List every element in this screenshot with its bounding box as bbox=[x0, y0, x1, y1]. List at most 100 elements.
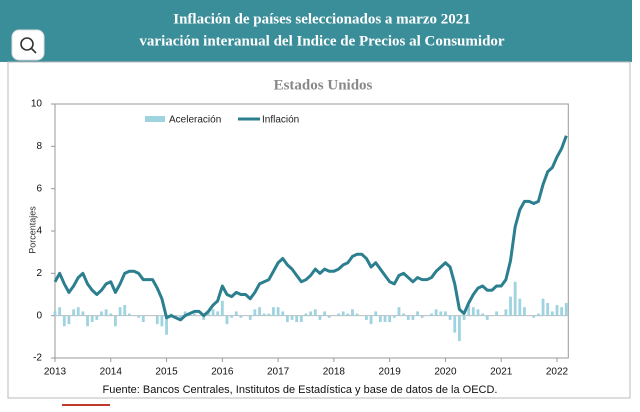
bar bbox=[365, 315, 368, 320]
bar bbox=[53, 311, 57, 316]
y-tick-label: 10 bbox=[31, 99, 43, 110]
bar bbox=[155, 315, 159, 325]
source-note: Fuente: Bancos Centrales, Institutos de … bbox=[103, 384, 498, 396]
bar bbox=[560, 307, 564, 316]
header-band bbox=[0, 0, 632, 62]
chart-frame bbox=[7, 61, 631, 399]
bar bbox=[193, 313, 196, 316]
x-tick-label: 2016 bbox=[211, 367, 234, 378]
bar bbox=[555, 305, 559, 316]
bar bbox=[202, 315, 206, 320]
bar bbox=[295, 315, 299, 323]
bar bbox=[546, 302, 550, 316]
bar bbox=[183, 311, 187, 316]
x-tick-label: 2019 bbox=[379, 367, 402, 378]
legend-label: Inflación bbox=[262, 115, 299, 126]
bar bbox=[388, 315, 392, 323]
bar bbox=[179, 315, 182, 318]
bar bbox=[104, 309, 108, 316]
bar bbox=[253, 309, 257, 316]
bar bbox=[220, 300, 224, 316]
bar bbox=[248, 315, 252, 320]
bar bbox=[453, 315, 457, 333]
bar bbox=[341, 311, 345, 316]
bar bbox=[90, 315, 94, 323]
bar bbox=[523, 307, 526, 316]
y-tick-label: -2 bbox=[33, 353, 42, 364]
bar bbox=[541, 298, 545, 316]
bar bbox=[62, 315, 66, 327]
bar bbox=[374, 311, 378, 316]
bar bbox=[471, 307, 475, 316]
bar bbox=[100, 311, 103, 316]
bar bbox=[286, 315, 289, 323]
x-tick-label: 2015 bbox=[155, 367, 178, 378]
bar bbox=[550, 311, 554, 316]
bar bbox=[434, 309, 438, 316]
bar bbox=[504, 309, 508, 316]
search-button[interactable] bbox=[11, 29, 45, 61]
bar bbox=[72, 309, 75, 316]
bar bbox=[485, 315, 489, 320]
bar bbox=[369, 315, 373, 325]
bar bbox=[299, 315, 303, 323]
bar bbox=[230, 315, 234, 318]
bar bbox=[402, 313, 406, 316]
bar bbox=[327, 315, 331, 318]
legend-label: Aceleración bbox=[169, 115, 221, 126]
bar bbox=[448, 315, 452, 320]
x-tick-label: 2022 bbox=[546, 367, 569, 378]
x-tick-label: 2020 bbox=[434, 367, 457, 378]
bar bbox=[81, 311, 85, 316]
x-tick-label: 2017 bbox=[267, 367, 290, 378]
x-tick-label: 2021 bbox=[490, 367, 513, 378]
bar bbox=[67, 315, 71, 325]
bar bbox=[216, 311, 220, 316]
bar bbox=[239, 315, 243, 318]
bar bbox=[323, 311, 326, 316]
bar bbox=[137, 315, 141, 318]
bar bbox=[86, 315, 89, 327]
bar bbox=[509, 296, 512, 316]
bar bbox=[267, 313, 271, 316]
bar bbox=[346, 313, 350, 316]
line bbox=[53, 135, 568, 322]
x-tick-label: 2018 bbox=[323, 367, 346, 378]
bar bbox=[123, 305, 127, 316]
y-tick-label: 2 bbox=[36, 268, 42, 279]
y-tick-label: 0 bbox=[36, 310, 42, 321]
bar bbox=[430, 313, 433, 316]
bar bbox=[392, 315, 396, 318]
bar bbox=[109, 313, 113, 316]
header-subtitle: variación interanual del Indice de Preci… bbox=[139, 33, 504, 49]
bar bbox=[206, 311, 210, 316]
bar bbox=[416, 311, 419, 316]
bar bbox=[309, 311, 313, 316]
bar bbox=[313, 309, 317, 316]
x-tick-label: 2014 bbox=[100, 367, 123, 378]
bar bbox=[160, 315, 164, 327]
bar bbox=[127, 313, 131, 316]
y-axis-label: Porcentajes bbox=[27, 206, 37, 254]
bar bbox=[457, 315, 461, 342]
legend-swatch bbox=[145, 116, 165, 122]
bar bbox=[537, 313, 540, 316]
bar bbox=[318, 315, 322, 320]
bar bbox=[564, 302, 568, 316]
bar bbox=[513, 281, 517, 316]
y-tick-label: 6 bbox=[36, 183, 42, 194]
bar bbox=[397, 307, 401, 316]
bar bbox=[476, 309, 480, 316]
bar bbox=[118, 307, 122, 316]
bar bbox=[262, 313, 266, 316]
bar bbox=[276, 307, 280, 316]
bar bbox=[383, 315, 387, 323]
chart-title: Estados Unidos bbox=[274, 77, 373, 93]
bar bbox=[462, 315, 466, 320]
bar bbox=[481, 313, 485, 316]
bar bbox=[532, 315, 536, 318]
bar bbox=[95, 315, 99, 320]
header-title: Inflación de países seleccionados a marz… bbox=[173, 11, 471, 27]
